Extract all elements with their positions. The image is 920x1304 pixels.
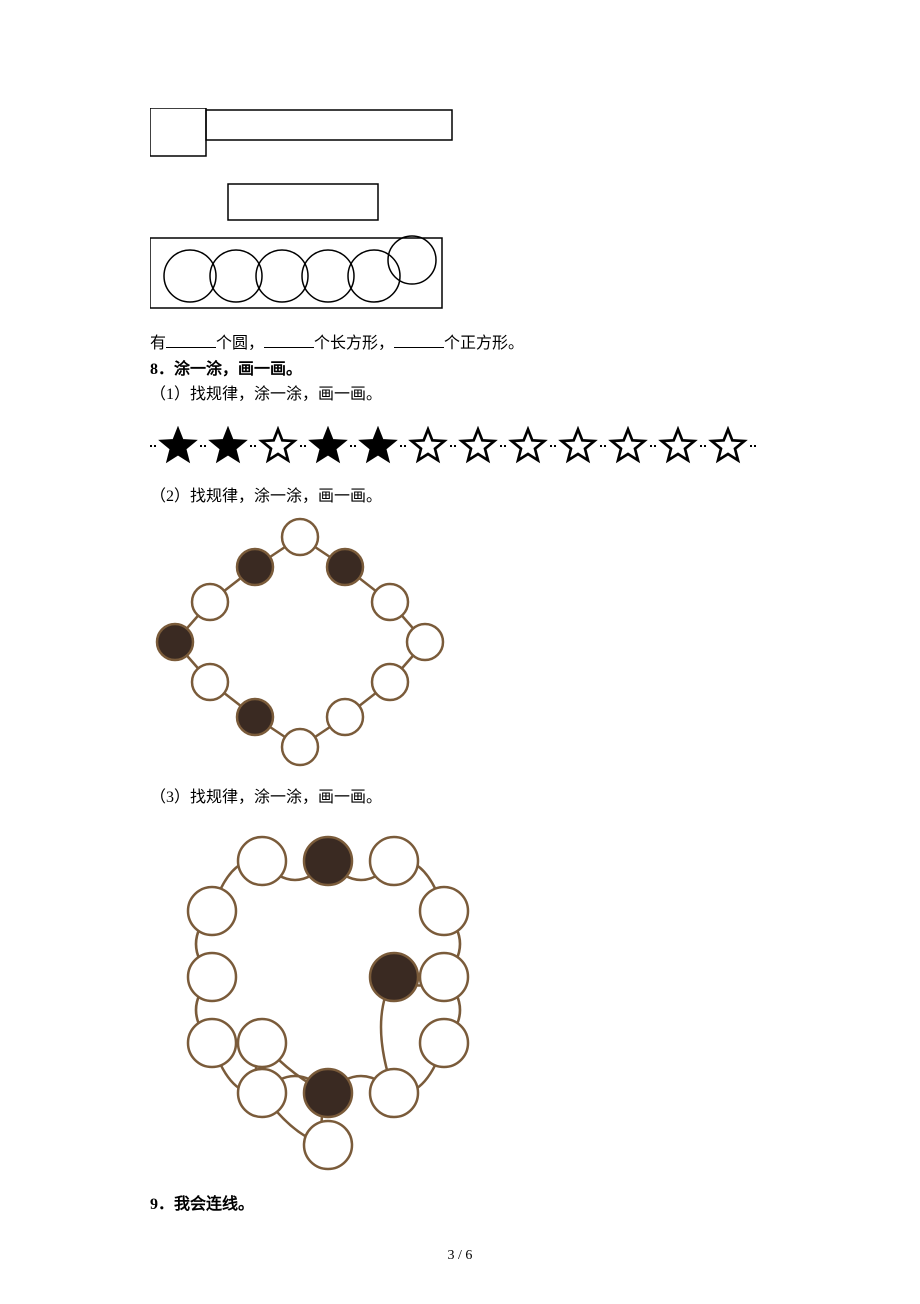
star-filled-icon bbox=[358, 426, 398, 466]
page-footer: 3 / 6 bbox=[150, 1248, 770, 1264]
blank-squares bbox=[394, 332, 444, 348]
star-outline-icon bbox=[708, 426, 748, 466]
star-filled-icon bbox=[308, 426, 348, 466]
q7-part-0: 有 bbox=[150, 335, 166, 352]
q7-part-3: 个正方形。 bbox=[444, 335, 524, 352]
shapes-svg bbox=[150, 108, 460, 318]
star-outline-icon bbox=[658, 426, 698, 466]
star-outline-icon bbox=[558, 426, 598, 466]
q7-shapes-diagram bbox=[150, 108, 770, 323]
q7-part-2: 个长方形， bbox=[314, 335, 394, 352]
q8-sub2: （2）找规律，涂一涂，画一画。 bbox=[150, 484, 770, 510]
q8-sub3: （3）找规律，涂一涂，画一画。 bbox=[150, 785, 770, 811]
q9-title: 9．我会连线。 bbox=[150, 1192, 770, 1218]
star-outline-icon bbox=[258, 426, 298, 466]
star-outline-icon bbox=[508, 426, 548, 466]
star-outline-icon bbox=[608, 426, 648, 466]
star-outline-icon bbox=[458, 426, 498, 466]
diamond-svg bbox=[150, 517, 460, 772]
stars-row bbox=[150, 426, 770, 466]
star-filled-icon bbox=[158, 426, 198, 466]
flower-svg bbox=[150, 819, 510, 1179]
flower-diagram bbox=[150, 819, 770, 1184]
blank-rects bbox=[264, 332, 314, 348]
q7-part-1: 个圆， bbox=[216, 335, 264, 352]
q7-sentence: 有 个圆， 个长方形， 个正方形。 bbox=[150, 331, 770, 357]
star-outline-icon bbox=[408, 426, 448, 466]
worksheet-page: 有 个圆， 个长方形， 个正方形。 8．涂一涂，画一画。 （1）找规律，涂一涂，画一画… bbox=[0, 0, 920, 1304]
star-filled-icon bbox=[208, 426, 248, 466]
q8-sub1: （1）找规律，涂一涂，画一画。 bbox=[150, 382, 770, 408]
blank-circles bbox=[166, 332, 216, 348]
diamond-diagram bbox=[150, 517, 770, 777]
q8-title: 8．涂一涂，画一画。 bbox=[150, 357, 770, 383]
